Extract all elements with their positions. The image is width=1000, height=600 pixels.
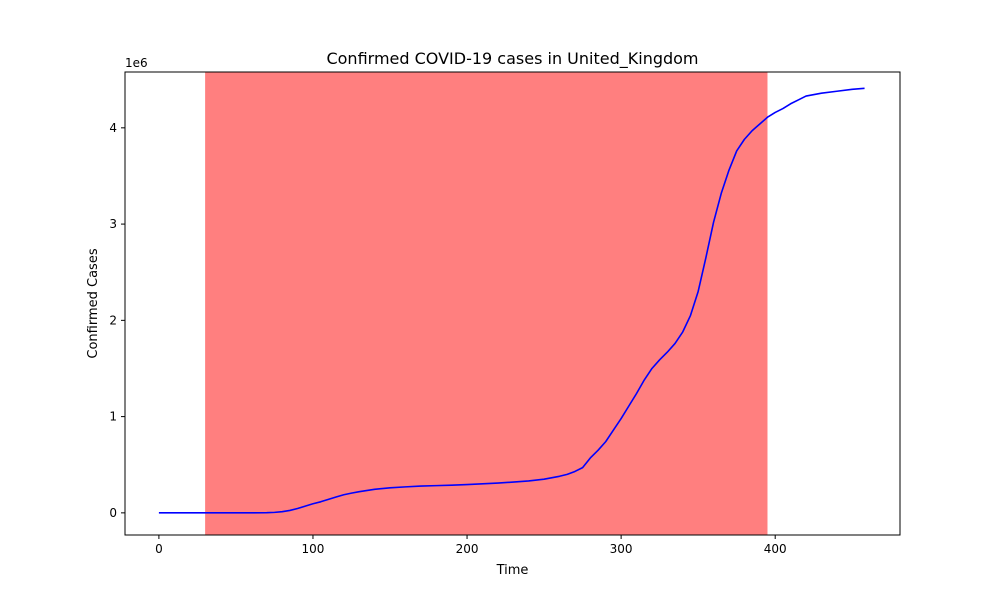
plot-area	[158, 72, 865, 535]
x-tick-label: 300	[610, 542, 633, 556]
y-tick-label: 4	[109, 121, 117, 135]
x-axis-label: Time	[496, 563, 529, 578]
x-axis: 0 100 200 300 400	[155, 535, 787, 556]
axes-frame	[124, 71, 901, 536]
chart-title: Confirmed COVID-19 cases in United_Kingd…	[326, 49, 698, 69]
shaded-region	[205, 72, 768, 535]
x-tick-label: 0	[155, 542, 163, 556]
y-axis-label: Confirmed Cases	[86, 248, 101, 358]
series-line-0	[158, 87, 865, 514]
y-tick-label: 0	[109, 506, 117, 520]
x-tick-label: 100	[302, 542, 325, 556]
y-tick-label: 1	[109, 410, 117, 424]
y-axis-offset-label: 1e6	[125, 56, 148, 70]
y-axis: 0 1 2 3 4	[109, 121, 125, 520]
y-tick-label: 2	[109, 313, 117, 327]
y-tick-label: 3	[109, 217, 117, 231]
x-tick-label: 400	[764, 542, 787, 556]
x-tick-label: 200	[456, 542, 479, 556]
